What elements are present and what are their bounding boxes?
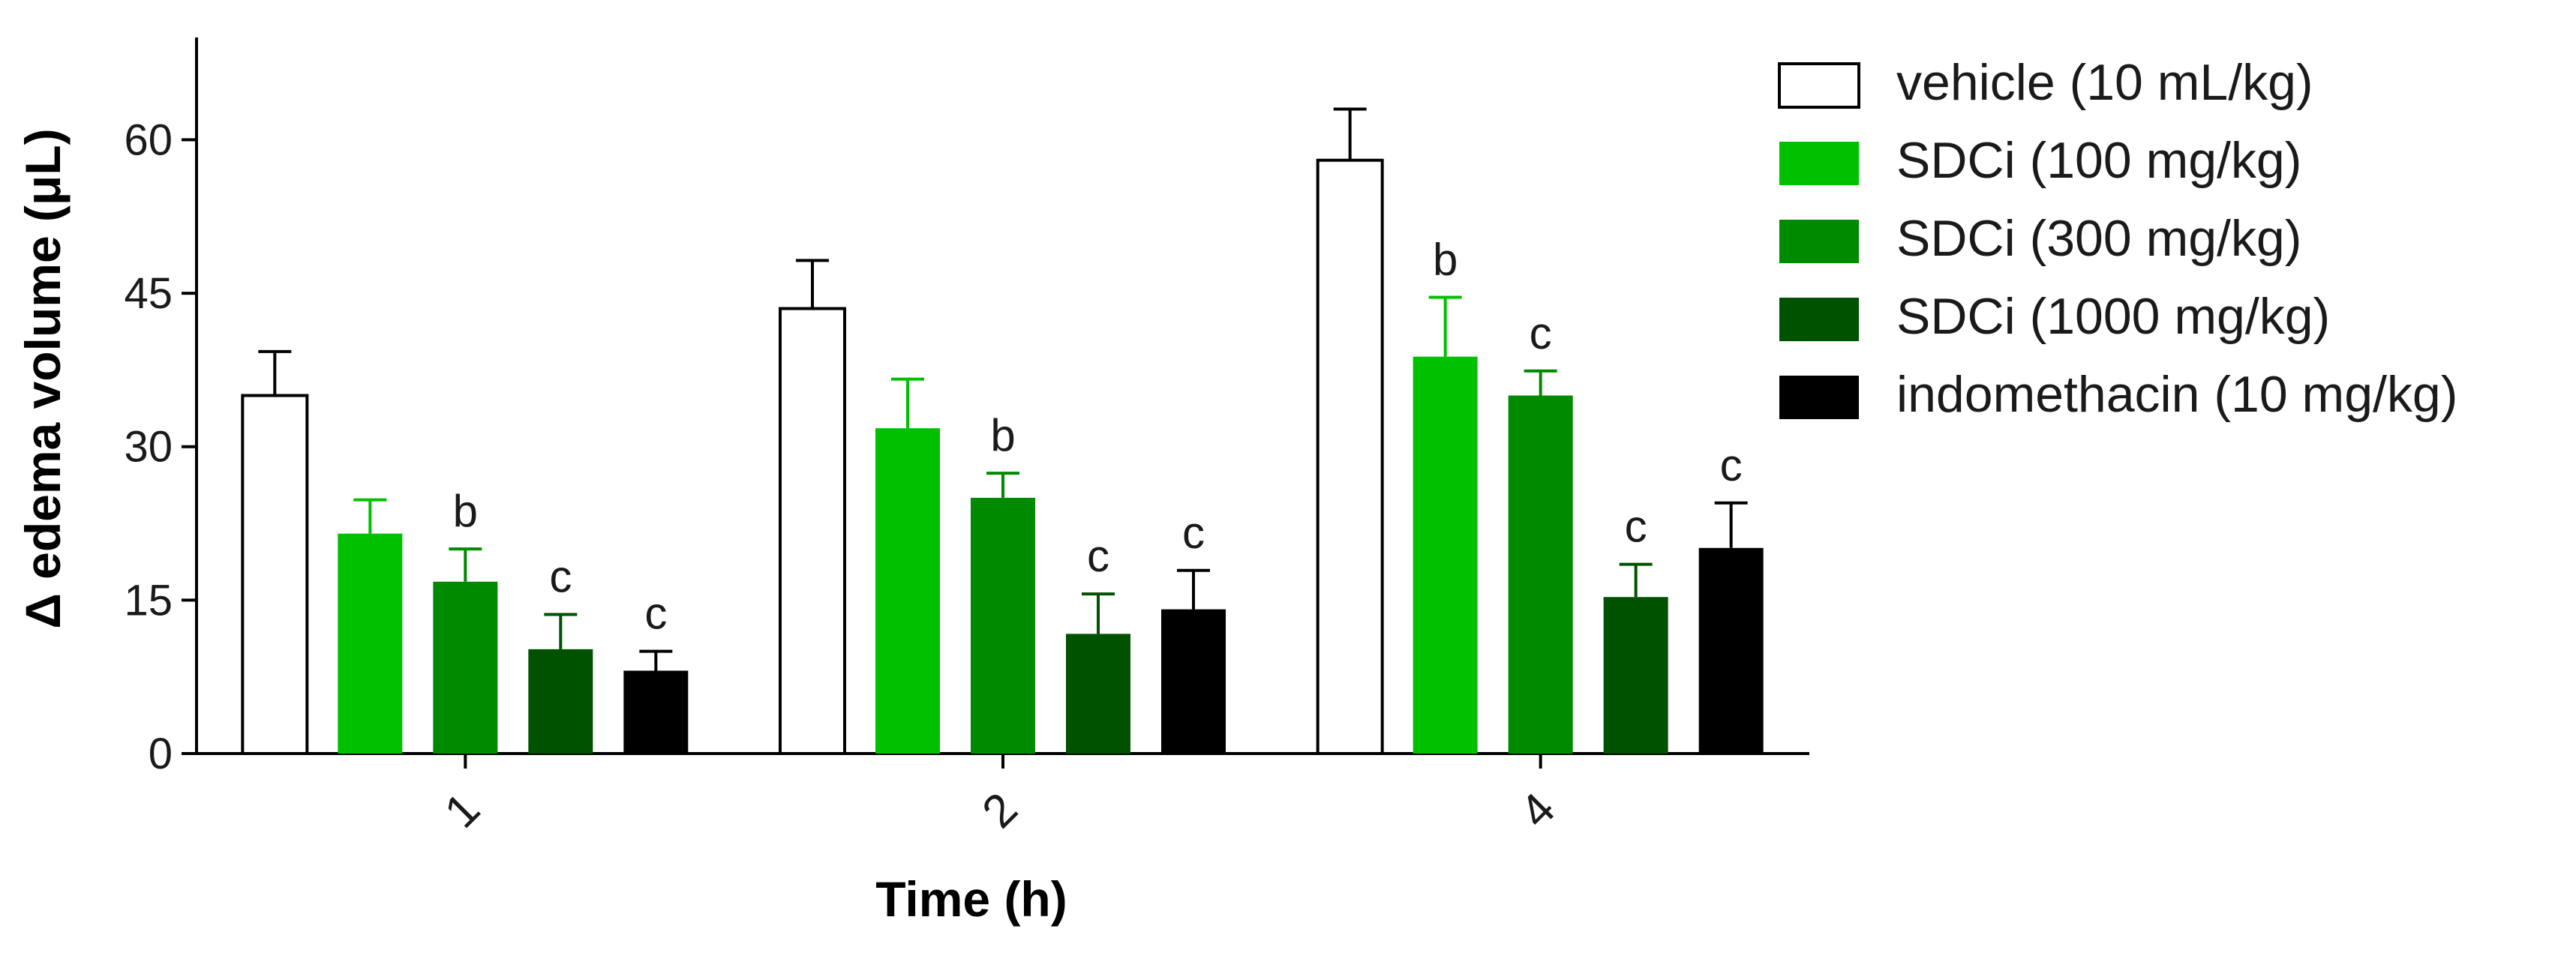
significance-label: c <box>1182 508 1205 558</box>
significance-label: c <box>1625 502 1647 552</box>
y-axis-title: Δ edema volume (μL) <box>15 128 71 628</box>
bar <box>1508 395 1573 754</box>
legend-swatch <box>1779 376 1859 419</box>
legend-swatch <box>1779 220 1859 263</box>
bar <box>1603 597 1668 754</box>
bar <box>1413 356 1478 754</box>
bar <box>528 649 593 754</box>
legend-entry: indomethacin (10 mg/kg) <box>1896 366 2457 423</box>
y-tick-label: 60 <box>124 115 173 164</box>
legend-entry: SDCi (100 mg/kg) <box>1896 132 2301 189</box>
bar <box>1698 547 1764 754</box>
significance-label: c <box>549 551 572 601</box>
significance-label: c <box>1087 531 1109 581</box>
significance-label: c <box>1720 440 1743 490</box>
legend-swatch <box>1778 62 1860 109</box>
bar <box>338 533 403 754</box>
x-tick-label: 2 <box>973 784 1028 838</box>
bar <box>241 394 309 755</box>
significance-label: c <box>1530 308 1552 358</box>
legend-entry: SDCi (300 mg/kg) <box>1896 210 2301 267</box>
y-tick-label: 15 <box>124 576 173 625</box>
legend-swatch <box>1779 142 1859 185</box>
legend-entry: SDCi (1000 mg/kg) <box>1896 288 2330 345</box>
bar <box>875 428 940 754</box>
legend: vehicle (10 mL/kg) SDCi (100 mg/kg) SDCi (… <box>1778 54 2457 423</box>
x-tick-label: 1 <box>435 784 490 838</box>
bar <box>1066 634 1130 754</box>
plot-area: 0 15 30 45 60 1 b c c 2 b c c 4 b c c c <box>124 37 1809 838</box>
bar <box>1161 609 1226 754</box>
bar <box>971 497 1035 754</box>
significance-label: b <box>990 410 1015 460</box>
legend-entry: vehicle (10 mL/kg) <box>1896 54 2313 111</box>
bar <box>779 307 846 755</box>
x-tick-label: 4 <box>1510 784 1565 838</box>
bar <box>1316 158 1384 755</box>
y-tick-label: 30 <box>124 423 173 472</box>
legend-swatch <box>1779 298 1859 341</box>
bar <box>433 581 498 754</box>
significance-label: b <box>1433 235 1458 285</box>
y-tick-label: 0 <box>149 730 173 778</box>
y-tick-label: 45 <box>124 269 173 318</box>
significance-label: b <box>453 486 478 536</box>
x-axis-title: Time (h) <box>875 871 1067 927</box>
significance-label: c <box>644 589 667 639</box>
bar <box>623 670 689 754</box>
